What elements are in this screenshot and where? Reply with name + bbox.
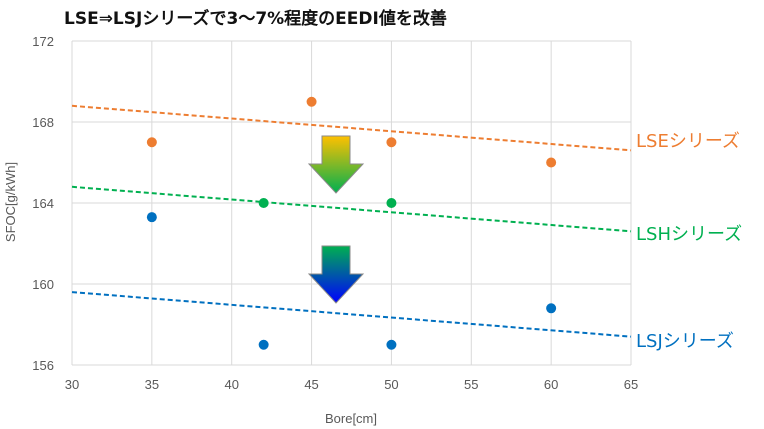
x-tick-label: 35 — [145, 377, 159, 392]
data-point — [386, 137, 397, 148]
trendlines — [71, 104, 632, 338]
trendline — [71, 291, 632, 338]
x-tick-label: 40 — [224, 377, 238, 392]
x-axis-label: Bore[cm] — [325, 411, 377, 426]
data-point — [546, 157, 557, 168]
series-label: LSHシリーズ — [636, 224, 742, 245]
y-axis-label: SFOC[g/kWh] — [3, 162, 18, 242]
data-point — [258, 339, 269, 350]
x-tick-label: 30 — [65, 377, 79, 392]
x-tick-label: 45 — [304, 377, 318, 392]
down-arrow — [307, 135, 365, 194]
down-arrow — [307, 245, 365, 304]
series-labels: LSEシリーズ LSHシリーズ LSJシリーズ — [636, 131, 742, 352]
tick-labels: 30 35 40 45 50 55 60 65 156 160 164 168 172 — [32, 34, 638, 392]
data-point — [306, 96, 317, 107]
arrows — [307, 135, 365, 304]
data-point — [258, 198, 269, 208]
series-label: LSEシリーズ — [636, 131, 740, 152]
data-point — [546, 303, 557, 314]
gridlines — [71, 40, 632, 366]
y-tick-label: 172 — [32, 34, 54, 49]
data-point — [146, 137, 157, 148]
y-tick-label: 164 — [32, 196, 54, 211]
data-point — [386, 339, 397, 350]
y-tick-label: 160 — [32, 277, 54, 292]
x-tick-label: 65 — [624, 377, 638, 392]
data-point — [146, 212, 157, 223]
y-tick-label: 156 — [32, 358, 54, 373]
y-tick-label: 168 — [32, 115, 54, 130]
trendline — [71, 104, 632, 152]
trendline — [71, 185, 632, 233]
x-tick-label: 55 — [464, 377, 478, 392]
chart-title: LSE⇒LSJシリーズで3〜7%程度のEEDI値を改善 — [64, 9, 447, 29]
data-points — [146, 96, 557, 350]
x-tick-label: 50 — [384, 377, 398, 392]
data-point — [386, 198, 397, 208]
x-tick-label: 60 — [544, 377, 558, 392]
series-label: LSJシリーズ — [636, 331, 734, 352]
